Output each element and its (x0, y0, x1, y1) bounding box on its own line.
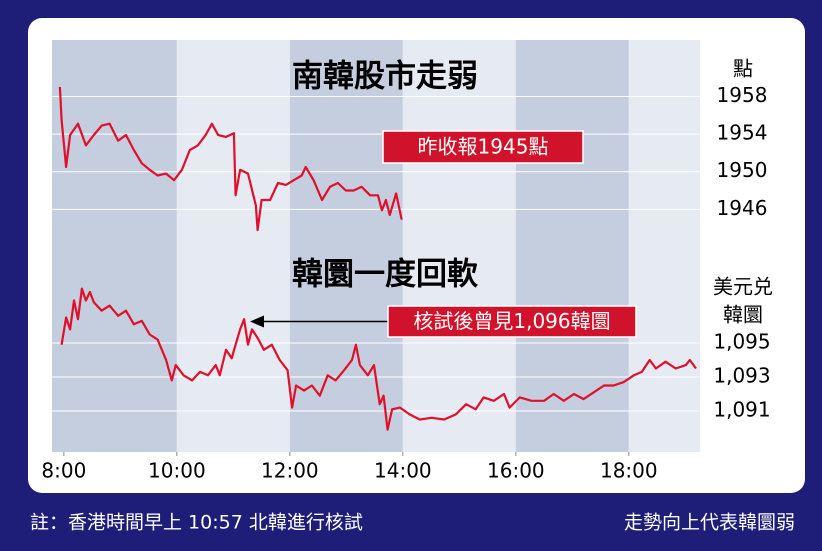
y-tick-label: 1950 (717, 158, 768, 182)
y-axis-label: 韓圜 (723, 303, 763, 327)
x-tick-label: 16:00 (487, 459, 545, 483)
y-axis-label: 點 (733, 57, 753, 81)
y-axis-label: 美元兑 (713, 275, 773, 299)
band (515, 40, 629, 452)
annotation: 核試後曾見1,096韓圜 (413, 309, 610, 333)
footnote: 註：香港時間早上 10:57 北韓進行核試 (30, 512, 363, 534)
x-tick-label: 8:00 (41, 459, 86, 483)
y-tick-label: 1946 (717, 196, 768, 220)
x-tick-label: 10:00 (148, 459, 206, 483)
line (60, 287, 697, 431)
x-tick-label: 18:00 (600, 459, 658, 483)
x-tick-label: 14:00 (374, 459, 432, 483)
annotation-box (387, 305, 637, 338)
line (58, 86, 403, 232)
annotation-box (382, 130, 584, 164)
annotation: 昨收報1945點 (418, 135, 549, 159)
footnote-right: 走勢向上代表韓圜弱 (624, 512, 795, 534)
y-tick-label: 1,091 (713, 398, 770, 422)
y-tick-label: 1954 (717, 121, 768, 145)
band (289, 40, 403, 452)
band (52, 40, 177, 452)
y-tick-label: 1,093 (713, 364, 770, 388)
x-tick-label: 12:00 (261, 459, 319, 483)
arrow-head (250, 315, 264, 328)
y-tick-label: 1958 (717, 83, 768, 107)
band (176, 40, 290, 452)
y-tick-label: 1,095 (713, 330, 770, 354)
band (628, 40, 700, 452)
chart-title: 南韓股市走弱 (292, 59, 478, 95)
band (402, 40, 516, 452)
chart-title: 韓圜一度回軟 (292, 257, 479, 293)
